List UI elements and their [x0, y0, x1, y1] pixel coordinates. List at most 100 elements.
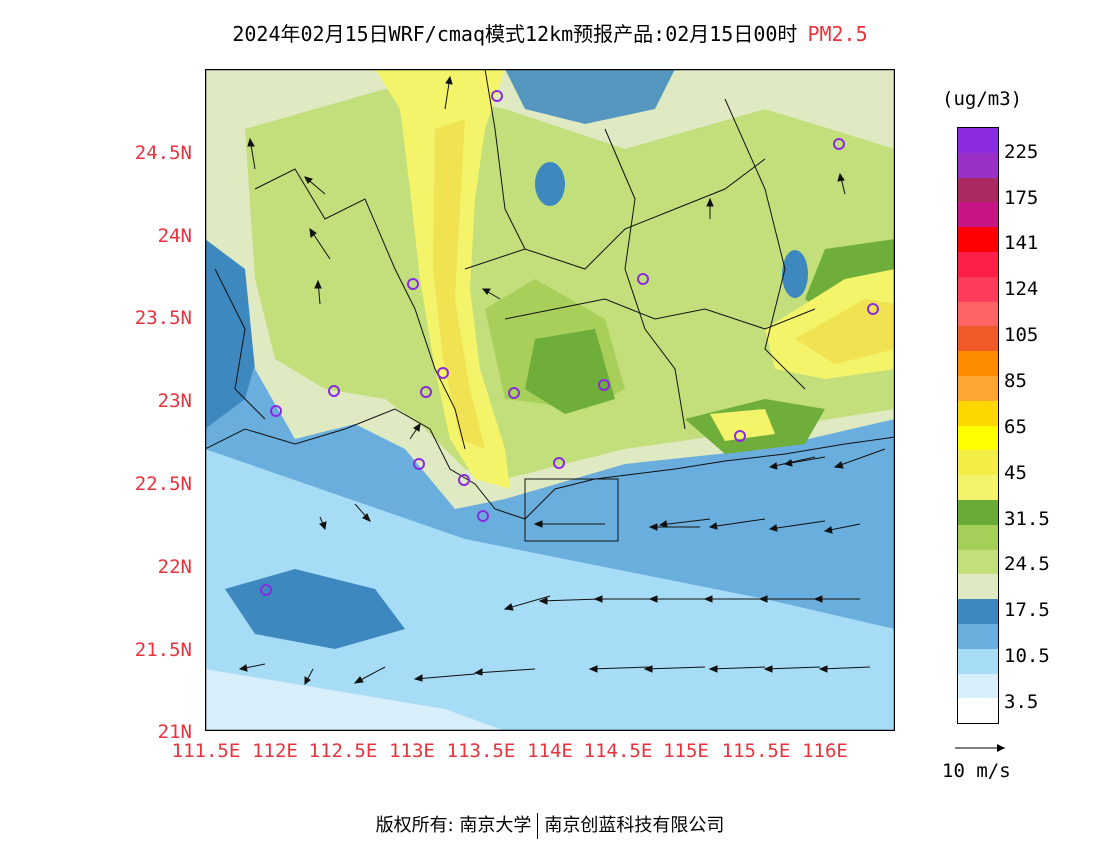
wind-vector-arrow-icon [304, 668, 314, 686]
wind-vector-arrow-icon [763, 665, 821, 673]
colorbar-label: 85 [1004, 370, 1027, 392]
circle-station-icon [477, 510, 489, 522]
colorbar-label: 124 [1004, 278, 1039, 300]
circle-station-icon [413, 458, 425, 470]
colorbar [957, 127, 999, 724]
wind-vector-arrow-icon [818, 665, 871, 673]
circle-station-icon [833, 138, 845, 150]
colorbar-label: 65 [1004, 416, 1027, 438]
lat-label: 22N [157, 556, 192, 578]
lat-label: 21N [157, 721, 192, 743]
wind-vector-arrow-icon [708, 518, 766, 530]
wind-vector-arrow-icon [783, 456, 826, 467]
colorbar-cell [958, 425, 998, 451]
forecast-map[interactable] [205, 69, 895, 731]
wind-vector-arrow-icon [643, 665, 706, 673]
wind-reference-label: 10 m/s [942, 760, 1011, 782]
wind-vector-arrow-icon [238, 663, 266, 672]
colorbar-cell [958, 549, 998, 575]
wind-vector-arrow-icon [833, 448, 886, 469]
hk-box [524, 478, 619, 542]
high-pm-core [433, 119, 485, 449]
colorbar-cell [958, 202, 998, 228]
colorbar-cell [958, 450, 998, 476]
water-spot [782, 250, 808, 298]
wind-vector-arrow-icon [353, 666, 386, 684]
wind-vector-arrow-icon [481, 288, 501, 300]
wind-vector-arrow-icon [768, 520, 826, 532]
colorbar-cell [958, 524, 998, 550]
wind-vector-arrow-icon [588, 665, 651, 673]
colorbar-cell [958, 177, 998, 203]
circle-station-icon [458, 474, 470, 486]
water-north [505, 69, 675, 124]
wind-vector-arrow-icon [354, 503, 371, 522]
province-boundary [484, 69, 526, 250]
wind-vector-arrow-icon [768, 456, 816, 470]
land-green-region [245, 89, 895, 479]
copyright-left: 版权所有: 南京大学 [375, 815, 532, 836]
colorbar-cell [958, 301, 998, 327]
lat-label: 23.5N [134, 307, 192, 329]
coastline [205, 408, 895, 520]
colorbar-cell [958, 128, 998, 153]
circle-station-icon [734, 430, 746, 442]
wind-vector-arrow-icon [648, 595, 705, 603]
sea-light-region [205, 449, 895, 731]
title-main: 2024年02月15日WRF/cmaq模式12km预报产品:02月15日00时 [232, 22, 798, 46]
footer-divider [537, 813, 539, 839]
province-boundary [604, 128, 686, 430]
copyright-right: 南京创蓝科技有限公司 [544, 815, 725, 836]
sea-lightest-region [205, 669, 505, 731]
lon-label: 113E [389, 740, 435, 762]
wind-vector-arrow-icon [314, 279, 322, 305]
circle-station-icon [420, 386, 432, 398]
circle-station-icon [491, 90, 503, 102]
lon-label: 114E [527, 740, 573, 762]
circle-station-icon [508, 387, 520, 399]
wind-vector-arrow-icon [409, 422, 421, 440]
colorbar-cell [958, 599, 998, 624]
colorbar-cell [958, 475, 998, 500]
colorbar-cell [958, 251, 998, 277]
colorbar-cell [958, 400, 998, 426]
lon-label: 114.5E [583, 740, 653, 762]
wind-vector-arrow-icon [503, 595, 551, 611]
lat-label: 24N [157, 225, 192, 247]
wind-vector-arrow-icon [706, 197, 714, 219]
circle-station-icon [867, 303, 879, 315]
colorbar-cell [958, 648, 998, 674]
circle-station-icon [260, 584, 272, 596]
colorbar-cell [958, 574, 998, 600]
wind-vector-arrow-icon [309, 227, 331, 260]
lon-label: 115.5E [721, 740, 791, 762]
wind-vector-arrow-icon [813, 595, 860, 603]
province-boundary [724, 98, 806, 390]
wind-vector-arrow-icon [703, 595, 760, 603]
colorbar-cell [958, 227, 998, 252]
colorbar-label: 45 [1004, 462, 1027, 484]
colorbar-cell [958, 375, 998, 401]
circle-station-icon [553, 457, 565, 469]
high-pm-south [710, 409, 775, 441]
lon-label: 116E [802, 740, 848, 762]
circle-station-icon [407, 278, 419, 290]
high-pm-east-core [795, 299, 895, 364]
wind-vector-arrow-icon [593, 595, 650, 603]
colorbar-label: 175 [1004, 187, 1039, 209]
lon-label: 112.5E [308, 740, 378, 762]
lon-label: 115E [663, 740, 709, 762]
colorbar-label: 31.5 [1004, 508, 1050, 530]
water-spot [535, 162, 565, 206]
colorbar-cell [958, 326, 998, 352]
wind-vector-arrow-icon [444, 75, 453, 110]
colorbar-cell [958, 698, 998, 724]
colorbar-label: 225 [1004, 141, 1039, 163]
colorbar-cell [958, 499, 998, 525]
province-boundary [214, 268, 266, 420]
lon-label: 112E [252, 740, 298, 762]
colorbar-label: 105 [1004, 324, 1039, 346]
province-boundary [504, 298, 816, 330]
map-title: 2024年02月15日WRF/cmaq模式12km预报产品:02月15日00时 P… [0, 18, 1100, 47]
wind-reference-arrow-icon [955, 744, 1005, 752]
